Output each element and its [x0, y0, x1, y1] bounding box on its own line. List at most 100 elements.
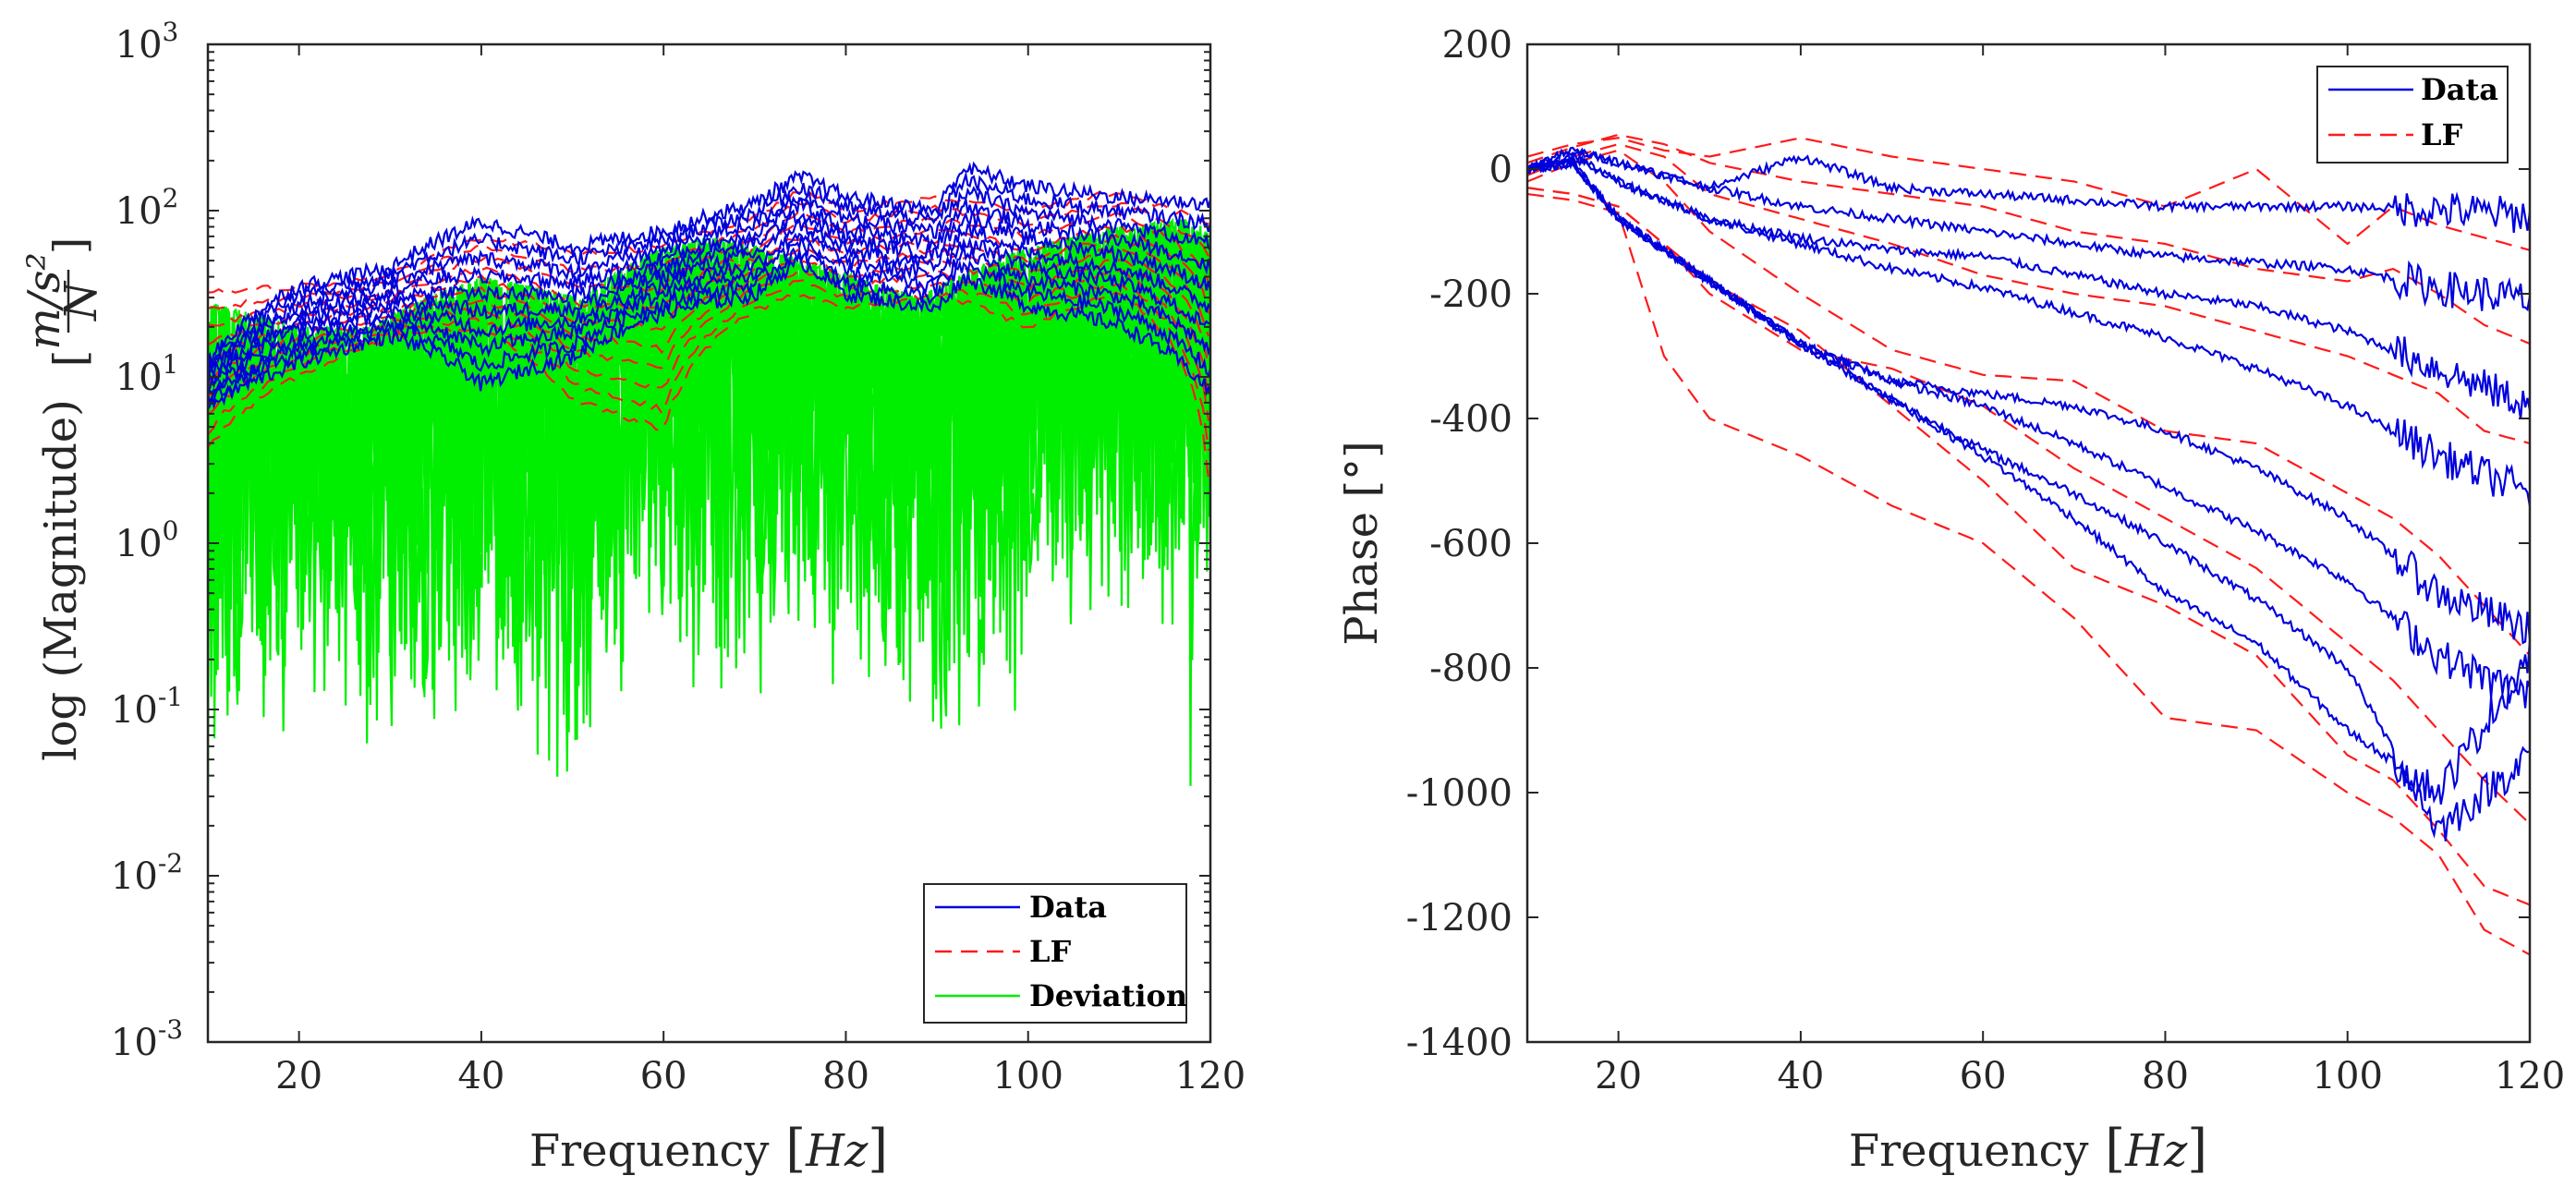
magnitude-y-tick-exponent: 1 — [163, 349, 179, 380]
data-series-line — [206, 197, 1212, 380]
lf-series-line — [207, 290, 1210, 479]
phase-x-label-main: Frequency — [1849, 1125, 2089, 1177]
magnitude-x-tick-label: 40 — [457, 1055, 504, 1097]
magnitude-x-tick-labels: 20 40 60 80 100 120 — [275, 1055, 1245, 1097]
magnitude-y-label-main: log (Magnitude) — [35, 399, 87, 761]
phase-data-series-line — [1526, 146, 2532, 312]
phase-x-label-unit: Hz — [2124, 1125, 2188, 1177]
phase-legend: Data LF — [2316, 66, 2509, 164]
magnitude-y-tick-exponent: -3 — [158, 1014, 183, 1045]
magnitude-legend-lf-label: LF — [1029, 934, 1072, 969]
phase-x-tick-label: 40 — [1777, 1055, 1824, 1097]
phase-lf-series-line — [1526, 133, 2531, 345]
phase-y-label-unit: ° — [1336, 458, 1388, 480]
phase-y-axis-label: Phase [°] — [1336, 441, 1388, 646]
lf-series-line — [207, 234, 1210, 361]
data-series-line — [207, 253, 1212, 410]
magnitude-x-label-unit: Hz — [805, 1125, 869, 1177]
magnitude-y-tick-label: 10-2 — [111, 848, 183, 898]
phase-x-label-bracket-open: [ — [2088, 1119, 2125, 1179]
magnitude-y-tick-label: 10-3 — [111, 1014, 183, 1064]
lf-series-line — [207, 189, 1209, 294]
magnitude-x-tick-label: 80 — [822, 1055, 869, 1097]
data-series-line — [206, 209, 1212, 386]
phase-lf-series-line — [1526, 142, 2531, 445]
phase-y-label-main: Phase — [1336, 512, 1388, 646]
magnitude-y-tick-exponent: 0 — [163, 515, 179, 546]
magnitude-y-tick-label: 100 — [115, 515, 179, 565]
data-series-line — [207, 218, 1211, 392]
lf-series-line — [207, 258, 1210, 399]
magnitude-y-tick-exponent: 3 — [163, 17, 179, 47]
phase-y-tick-label: -400 — [1429, 398, 1513, 441]
phase-y-tick-label: 0 — [1489, 149, 1513, 191]
phase-series-group — [1525, 133, 2532, 956]
phase-y-tick-label: -600 — [1429, 523, 1513, 565]
magnitude-legend-data-label: Data — [1029, 890, 1107, 925]
magnitude-y-tick-base: 10 — [115, 523, 163, 565]
phase-x-tick-label: 80 — [2142, 1055, 2189, 1097]
magnitude-series-group — [206, 161, 1212, 797]
magnitude-legend-deviation-label: Deviation — [1029, 978, 1187, 1013]
phase-lf-series-line — [1526, 137, 2531, 251]
magnitude-y-label-unit-num: m/s² — [18, 252, 70, 350]
phase-legend-lf-label: LF — [2421, 117, 2463, 152]
phase-chart: 20 40 60 80 100 120 200 0 -200 -400 -600 -800 -1000… — [1336, 24, 2565, 1179]
phase-plot-background — [1527, 44, 2530, 1042]
magnitude-x-label-bracket-close: ] — [868, 1119, 888, 1179]
phase-x-tick-labels: 20 40 60 80 100 120 — [1595, 1055, 2565, 1097]
phase-x-tick-label: 120 — [2495, 1055, 2565, 1097]
phase-legend-data-label: Data — [2421, 72, 2498, 107]
magnitude-legend: Data LF Deviation — [923, 883, 1187, 1024]
magnitude-y-tick-label: 101 — [115, 349, 179, 399]
data-series-line — [207, 236, 1212, 403]
magnitude-x-label-bracket-open: [ — [769, 1119, 806, 1179]
phase-y-tick-label: 200 — [1442, 24, 1513, 67]
magnitude-y-tick-label: 103 — [115, 17, 179, 67]
lf-series-line — [207, 279, 1210, 452]
magnitude-x-tick-label: 20 — [275, 1055, 322, 1097]
phase-tick-marks — [1527, 43, 2531, 1043]
magnitude-y-tick-base: 10 — [111, 1022, 158, 1064]
magnitude-y-tick-label: 10-1 — [111, 682, 183, 732]
phase-y-label-bracket-close: ] — [1336, 441, 1388, 458]
phase-x-axis-label: Frequency [Hz] — [1849, 1119, 2207, 1179]
magnitude-y-label-bracket-open: [ — [44, 350, 96, 368]
magnitude-y-tick-base: 10 — [115, 357, 163, 399]
data-series-line — [206, 186, 1211, 381]
magnitude-tick-marks — [208, 43, 1211, 1043]
magnitude-x-axis-label: Frequency [Hz] — [529, 1119, 888, 1179]
phase-data-series-line — [1526, 152, 2532, 507]
magnitude-y-axis-label: log (Magnitude) [ m/s² N ] — [18, 237, 107, 761]
magnitude-y-tick-base: 10 — [111, 855, 158, 898]
phase-legend-box — [2316, 66, 2509, 164]
phase-x-tick-label: 100 — [2313, 1055, 2383, 1097]
phase-y-tick-label: -1400 — [1406, 1022, 1513, 1064]
magnitude-chart: 20 40 60 80 100 120 10-310-210-1100101102103 … — [18, 17, 1245, 1179]
data-series-line — [206, 161, 1212, 366]
magnitude-y-tick-base: 10 — [111, 689, 158, 732]
phase-y-tick-label: -1000 — [1406, 772, 1513, 815]
magnitude-y-tick-exponent: -1 — [158, 682, 183, 712]
phase-data-series-line — [1526, 160, 2532, 805]
magnitude-x-tick-label: 60 — [640, 1055, 687, 1097]
phase-lf-series-line — [1526, 187, 2531, 825]
phase-y-tick-labels: 200 0 -200 -400 -600 -800 -1000 -1200 -1400 — [1406, 24, 1513, 1064]
magnitude-x-label-main: Frequency — [529, 1125, 770, 1177]
data-series-line — [206, 247, 1212, 405]
magnitude-y-tick-exponent: 2 — [163, 183, 179, 213]
phase-y-tick-label: -200 — [1429, 273, 1513, 316]
phase-x-label-bracket-close: ] — [2187, 1119, 2207, 1179]
phase-x-tick-label: 20 — [1595, 1055, 1642, 1097]
magnitude-y-tick-base: 10 — [115, 190, 163, 233]
magnitude-y-tick-base: 10 — [115, 24, 163, 67]
magnitude-y-tick-label: 102 — [115, 183, 179, 233]
phase-y-tick-label: -800 — [1429, 648, 1513, 690]
magnitude-x-tick-label: 100 — [993, 1055, 1063, 1097]
magnitude-x-tick-label: 120 — [1175, 1055, 1245, 1097]
phase-lf-series-line — [1526, 192, 2531, 956]
phase-y-tick-label: -1200 — [1406, 897, 1513, 939]
phase-x-tick-label: 60 — [1960, 1055, 2007, 1097]
